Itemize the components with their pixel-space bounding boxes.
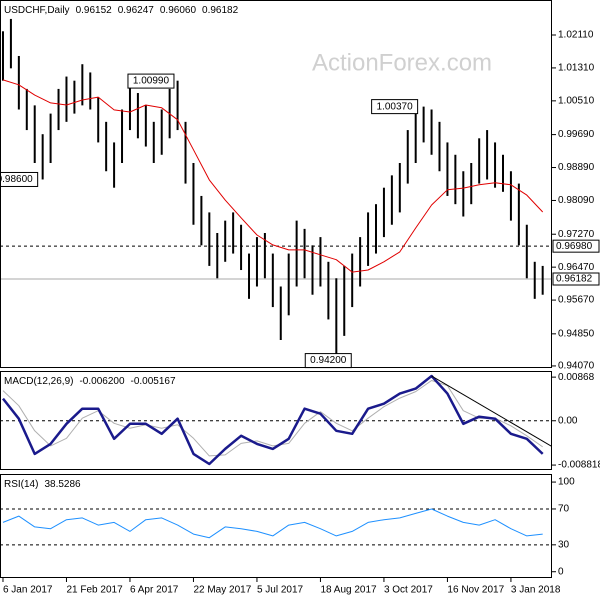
panel-border — [0, 474, 552, 578]
header-value: -0.006200 — [79, 376, 124, 387]
y-tick-label: 1.02110 — [558, 30, 594, 41]
y-tick-label: 0.00868 — [558, 372, 595, 383]
y-tick-label: 0.98090 — [558, 195, 595, 206]
header-value: -0.005167 — [131, 376, 176, 387]
x-tick-label: 3 Oct 2017 — [384, 585, 433, 596]
y-tick-label: 0.97270 — [558, 229, 595, 240]
header-value: 0.96247 — [118, 5, 155, 16]
header-value: 0.96060 — [160, 5, 197, 16]
panel: MACD(12,26,9) -0.006200 -0.005167 0.00868 0.… — [0, 371, 600, 471]
y-tick-label: 0.98890 — [558, 162, 595, 173]
y-tick-label: 100 — [558, 477, 575, 488]
panel: RSI(14) 38.5286 100 70 30 0 6 Jan 2017 21 Feb 2… — [0, 474, 575, 596]
panel-title: RSI(14) — [4, 479, 38, 490]
annotation-label: 0.98600 — [0, 174, 33, 185]
header-value: 0.96152 — [76, 5, 113, 16]
panel-title: USDCHF,Daily — [4, 5, 70, 16]
y-tick-label: 0.94850 — [558, 328, 595, 339]
level-label: 0.96980 — [556, 241, 593, 252]
x-tick-label: 6 Apr 2017 — [130, 585, 179, 596]
y-tick-label: 0.00 — [558, 415, 578, 426]
series-line — [2, 508, 543, 539]
annotation-box — [371, 99, 419, 115]
panel-header: RSI(14) 38.5286 — [4, 479, 81, 490]
annotation-label: 1.00370 — [377, 101, 414, 112]
x-tick-label: 6 Jan 2017 — [3, 585, 53, 596]
panel-border — [0, 0, 552, 368]
y-tick-label: 0.96470 — [558, 262, 595, 273]
plot-area — [0, 508, 552, 546]
header-value: 0.96182 — [202, 5, 239, 16]
x-tick-label: 3 Jan 2018 — [511, 585, 561, 596]
y-tick-label: 0.94070 — [558, 361, 595, 372]
level-label: 0.96182 — [556, 274, 593, 285]
y-tick-label: 0 — [558, 566, 564, 577]
x-tick-label: 22 May 2017 — [193, 585, 251, 596]
x-tick-label: 21 Feb 2017 — [66, 585, 123, 596]
panel-border — [0, 371, 552, 470]
level-label-box — [552, 272, 600, 286]
annotation-box — [127, 73, 175, 89]
annotation-box — [0, 171, 39, 187]
header-value: 38.5286 — [44, 479, 81, 490]
x-tick-label: 16 Nov 2017 — [447, 585, 504, 596]
y-tick-label: 70 — [558, 504, 570, 515]
plot-area: ActionForex.com — [0, 18, 552, 361]
panel-title: MACD(12,26,9) — [4, 376, 73, 387]
series-line — [2, 79, 544, 273]
plot-area — [0, 374, 552, 466]
y-tick-label: 1.01310 — [558, 63, 595, 74]
series-line — [431, 375, 552, 448]
watermark: ActionForex.com — [312, 49, 492, 76]
x-tick-label: 5 Jul 2017 — [257, 585, 304, 596]
series-line — [2, 374, 544, 466]
y-tick-label: 0.99690 — [558, 129, 595, 140]
y-tick-label: -0.008818 — [558, 460, 600, 471]
y-tick-label: 30 — [558, 539, 570, 550]
panel-header: USDCHF,Daily 0.96152 0.96247 0.96060 0.96182 — [4, 5, 239, 16]
panel: ActionForex.com USDCHF,Daily 0.96152 0.9624… — [0, 0, 600, 372]
y-tick-label: 0.95670 — [558, 295, 595, 306]
y-tick-label: 1.00510 — [558, 95, 595, 106]
level-label-box — [552, 239, 600, 253]
series-line — [2, 380, 543, 457]
annotation-label: 1.00990 — [133, 76, 170, 87]
annotation-label: 0.94200 — [310, 355, 347, 366]
panel-header: MACD(12,26,9) -0.006200 -0.005167 — [4, 376, 176, 387]
x-tick-label: 18 Aug 2017 — [320, 585, 377, 596]
